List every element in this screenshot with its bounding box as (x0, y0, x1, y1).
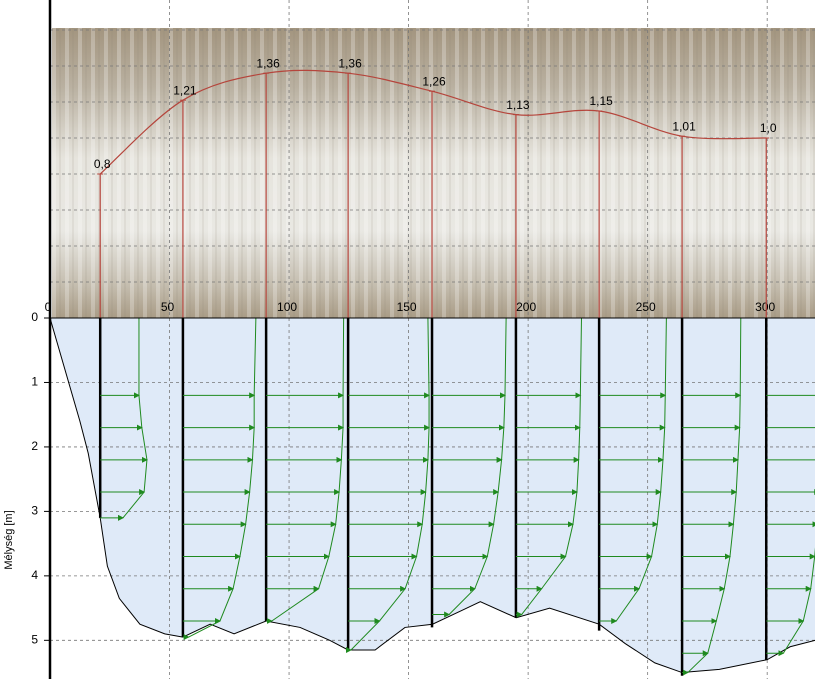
x-tick-label: 150 (397, 300, 417, 314)
x-tick-label: 200 (516, 300, 536, 314)
y-tick-label: 5 (31, 632, 38, 646)
surface-velocity-label: 1,21 (173, 83, 197, 97)
x-tick-label: 300 (755, 300, 775, 314)
x-tick-label: 250 (636, 300, 656, 314)
surface-velocity-label: 1,26 (422, 74, 446, 88)
surface-velocity-label: 1,0 (760, 121, 777, 135)
surface-velocity-label: 1,13 (506, 98, 530, 112)
y-tick-label: 1 (31, 375, 38, 389)
surface-velocity-label: 1,36 (338, 56, 362, 70)
y-tick-label: 0 (31, 310, 38, 324)
y-tick-label: 4 (31, 568, 38, 582)
surface-velocity-label: 0,8 (94, 157, 111, 171)
y-tick-label: 2 (31, 439, 38, 453)
y-tick-label: 3 (31, 504, 38, 518)
chart: Mélység [m] 0501001502002503000123450,81… (0, 0, 815, 679)
photo-texture (52, 28, 815, 318)
y-axis-label: Mélység [m] (3, 510, 15, 569)
surface-velocity-label: 1,01 (672, 119, 696, 133)
x-tick-label: 100 (277, 300, 297, 314)
surface-velocity-label: 1,15 (589, 94, 613, 108)
surface-velocity-label: 1,36 (256, 56, 280, 70)
x-tick-label: 50 (161, 300, 175, 314)
